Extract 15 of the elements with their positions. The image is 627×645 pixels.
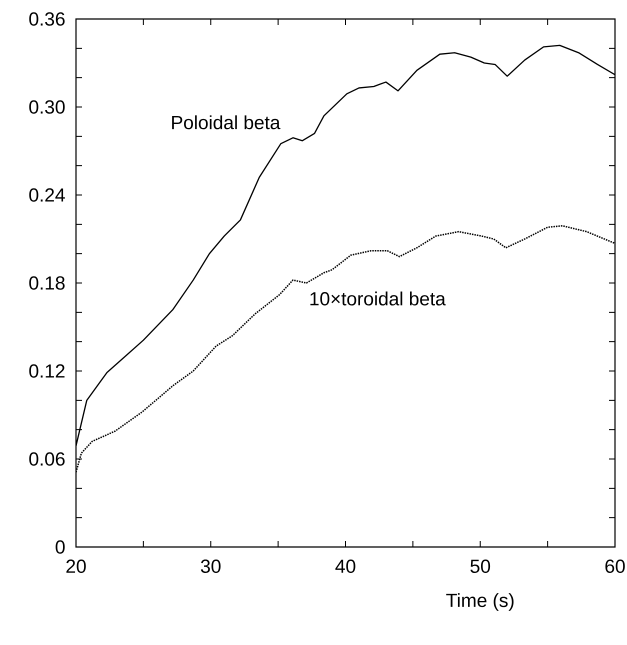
y-tick-label: 0.06 — [29, 452, 65, 466]
x-tick-label: 60 — [605, 560, 625, 573]
series-label: Poloidal beta — [172, 115, 280, 130]
series-label: 10×toroidal beta — [310, 292, 446, 306]
y-tick-label: 0.18 — [29, 276, 65, 290]
x-axis-title: Time (s) — [446, 593, 514, 611]
x-tick-label: 20 — [66, 560, 86, 573]
y-tick-label: 0.36 — [29, 12, 65, 26]
x-tick-label: 50 — [470, 560, 490, 573]
y-tick-label: 0.24 — [29, 188, 65, 202]
y-tick-label: 0.12 — [29, 364, 65, 378]
x-tick-label: 40 — [335, 560, 356, 573]
x-tick-label: 30 — [200, 560, 221, 573]
y-tick-label: 0.30 — [29, 100, 65, 114]
y-tick-label: 0 — [56, 540, 65, 554]
